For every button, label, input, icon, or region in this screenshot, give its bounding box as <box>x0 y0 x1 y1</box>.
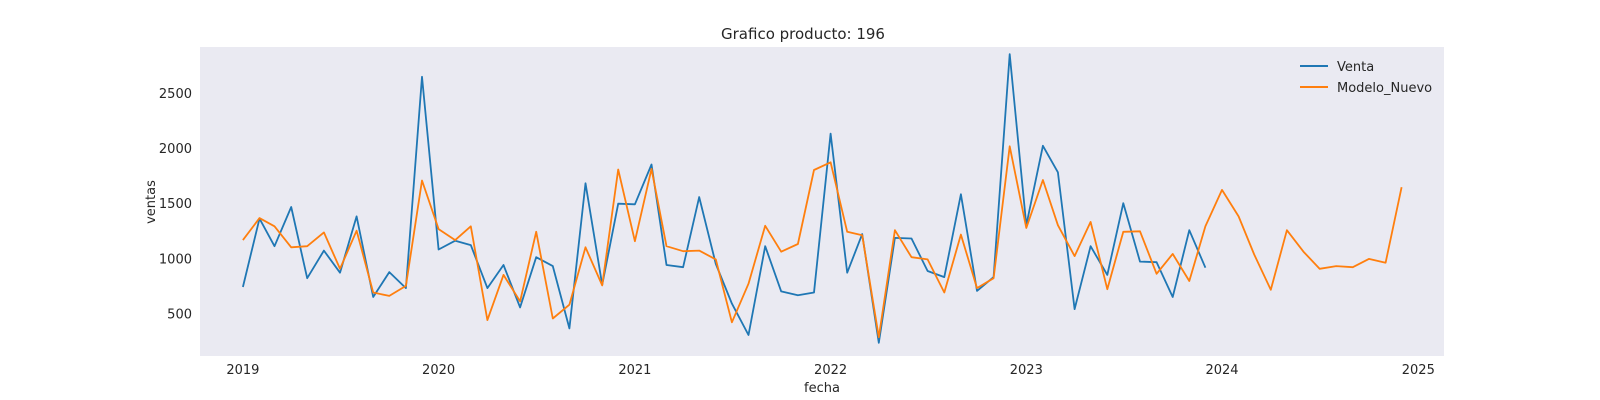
y-tick-label: 1500 <box>159 197 192 212</box>
x-tick-label: 2024 <box>1205 363 1238 378</box>
legend: Venta Modelo_Nuevo <box>1300 60 1432 96</box>
legend-label: Venta <box>1337 60 1374 75</box>
series-line-venta <box>242 53 1207 344</box>
y-tick-label: 2000 <box>159 142 192 157</box>
x-tick-label: 2019 <box>226 363 259 378</box>
x-tick-labels: 2019 2020 2021 2022 2023 2024 2025 <box>226 363 1434 378</box>
y-tick-label: 500 <box>167 308 192 323</box>
legend-label: Modelo_Nuevo <box>1337 81 1432 96</box>
y-tick-label: 1000 <box>159 252 192 267</box>
y-tick-labels: 500 1000 1500 2000 2500 <box>159 87 192 323</box>
x-tick-label: 2025 <box>1402 363 1435 378</box>
plot-area <box>200 47 1444 356</box>
chart-title: Grafico producto: 196 <box>721 25 885 43</box>
y-tick-label: 2500 <box>159 87 192 102</box>
series-line-modelo-nuevo <box>242 145 1403 339</box>
y-axis-label: ventas <box>144 180 159 224</box>
x-tick-label: 2023 <box>1010 363 1043 378</box>
x-tick-label: 2022 <box>814 363 847 378</box>
x-axis-label: fecha <box>804 381 840 396</box>
series-lines <box>242 53 1403 344</box>
x-tick-label: 2021 <box>618 363 651 378</box>
x-tick-label: 2020 <box>422 363 455 378</box>
